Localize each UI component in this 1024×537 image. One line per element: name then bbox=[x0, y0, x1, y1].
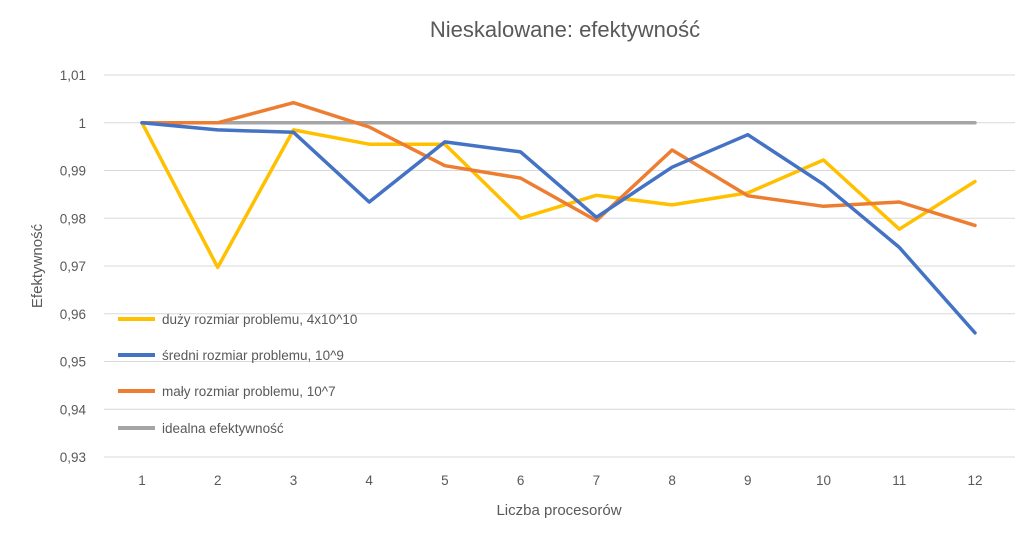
x-tick-label: 4 bbox=[365, 473, 373, 488]
gridlines bbox=[104, 74, 1015, 458]
legend-label: duży rozmiar problemu, 4x10^10 bbox=[162, 312, 357, 327]
legend-label: średni rozmiar problemu, 10^9 bbox=[162, 348, 344, 363]
y-tick-label: 0,97 bbox=[60, 259, 86, 274]
x-tick-label: 10 bbox=[816, 473, 831, 488]
y-axis-title: Efektywność bbox=[29, 223, 46, 308]
x-tick-label: 9 bbox=[744, 473, 752, 488]
x-tick-label: 2 bbox=[214, 473, 222, 488]
y-tick-label: 0,93 bbox=[60, 450, 86, 465]
x-axis-title: Liczba procesorów bbox=[496, 502, 621, 519]
y-axis-ticks: 0,93 0,94 0,95 0,96 0,97 0,98 0,99 1 1,01 bbox=[60, 68, 87, 465]
legend-label: mały rozmiar problemu, 10^7 bbox=[162, 384, 336, 399]
y-tick-label: 0,96 bbox=[60, 307, 86, 322]
x-tick-label: 7 bbox=[593, 473, 601, 488]
x-axis-ticks: 1 2 3 4 5 6 7 8 9 10 11 12 bbox=[138, 473, 982, 488]
x-tick-label: 6 bbox=[517, 473, 525, 488]
x-tick-label: 3 bbox=[290, 473, 298, 488]
legend: duży rozmiar problemu, 4x10^10 średni roz… bbox=[118, 312, 357, 436]
y-tick-label: 1,01 bbox=[60, 68, 86, 83]
y-tick-label: 0,98 bbox=[60, 211, 86, 226]
series-line-2 bbox=[140, 121, 977, 335]
x-tick-label: 11 bbox=[892, 473, 906, 488]
y-tick-label: 1 bbox=[78, 116, 86, 131]
x-tick-label: 5 bbox=[441, 473, 449, 488]
y-tick-label: 0,95 bbox=[60, 355, 86, 370]
series-line-1 bbox=[140, 121, 977, 270]
x-tick-label: 12 bbox=[967, 473, 982, 488]
chart-title: Nieskalowane: efektywność bbox=[430, 17, 700, 42]
series-lines bbox=[140, 100, 977, 335]
series-line-3 bbox=[140, 100, 977, 228]
y-tick-label: 0,99 bbox=[60, 164, 86, 179]
x-tick-label: 8 bbox=[668, 473, 676, 488]
y-tick-label: 0,94 bbox=[60, 402, 87, 417]
legend-label: idealna efektywność bbox=[162, 421, 284, 436]
x-tick-label: 1 bbox=[138, 473, 146, 488]
